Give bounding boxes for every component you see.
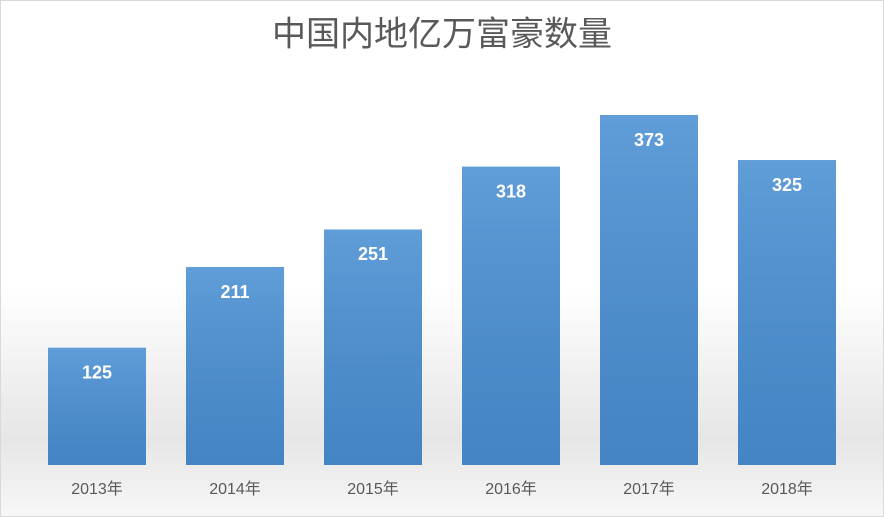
bar-shade [48, 347, 146, 465]
bar-shade [600, 115, 698, 465]
bar-shade [324, 229, 422, 465]
bar-shade [462, 166, 560, 465]
bar-shade [738, 160, 836, 465]
x-tick-label: 2015年 [347, 480, 399, 498]
x-tick-label: 2013年 [71, 480, 123, 498]
x-tick-label: 2016年 [485, 480, 537, 498]
x-tick-label: 2014年 [209, 480, 261, 498]
x-tick-label: 2018年 [761, 480, 813, 498]
chart-title: 中国内地亿万富豪数量 [272, 15, 612, 55]
value-label: 211 [220, 282, 249, 302]
value-label: 373 [634, 130, 664, 150]
bar-shade [186, 267, 284, 465]
x-tick-label: 2017年 [623, 480, 675, 498]
value-label: 318 [496, 181, 526, 201]
value-label: 251 [358, 244, 388, 264]
value-label: 325 [772, 175, 802, 195]
value-label: 125 [82, 362, 112, 382]
